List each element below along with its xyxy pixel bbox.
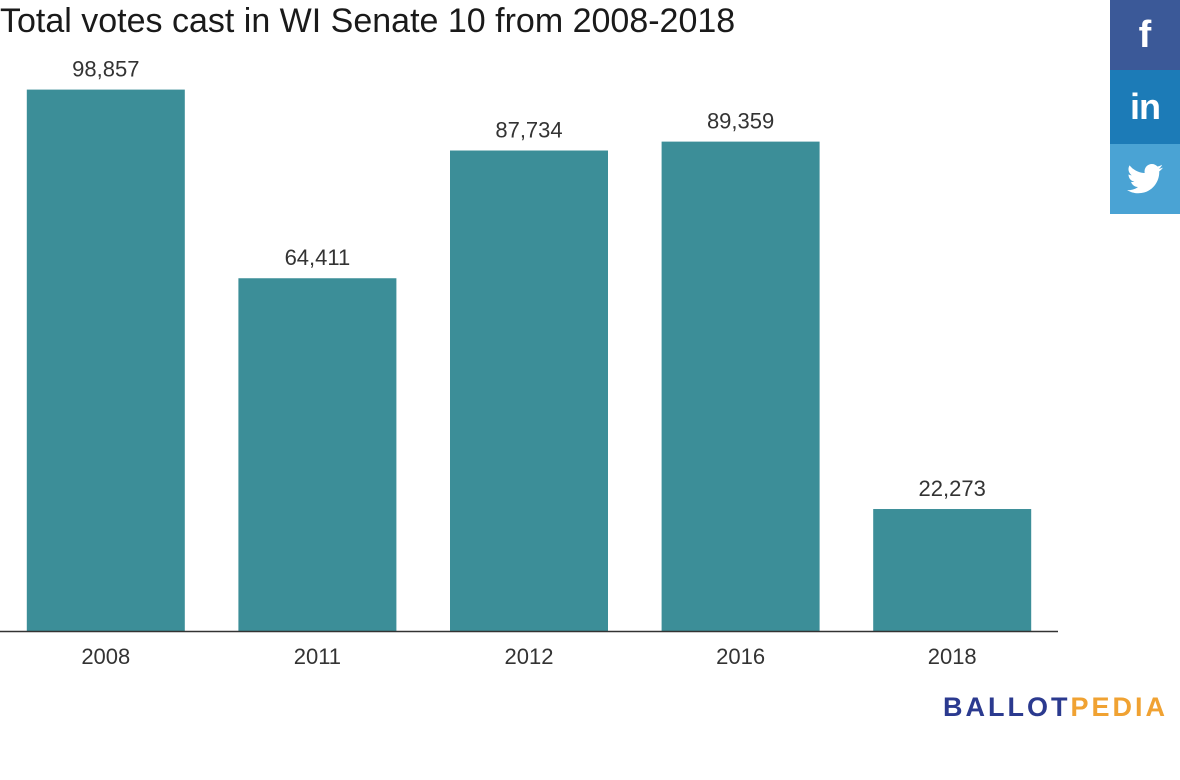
value-label-2011: 64,411	[285, 245, 351, 270]
x-tick-label-2016: 2016	[716, 644, 765, 669]
value-label-2008: 98,857	[72, 57, 139, 82]
bar-2012	[450, 150, 608, 631]
facebook-icon: f	[1138, 13, 1152, 56]
linkedin-icon: in	[1130, 86, 1161, 127]
x-tick-label-group: 2008 2011 2012 2016 2018	[81, 644, 976, 669]
bar-group	[26, 89, 1032, 631]
x-tick-label-2008: 2008	[81, 644, 130, 669]
value-label-group: 98,857 64,411 87,734 89,359 22,273	[72, 57, 986, 501]
brand-ballot-text: BALLOT	[943, 692, 1071, 722]
brand-pedia-text: PEDIA	[1070, 692, 1169, 722]
x-tick-label-2018: 2018	[928, 644, 977, 669]
value-label-2018: 22,273	[919, 476, 986, 501]
x-tick-label-2012: 2012	[505, 644, 554, 669]
bar-2011	[238, 278, 397, 631]
ballotpedia-logo: BALLOTPEDIA	[943, 692, 1168, 723]
value-label-2012: 87,734	[495, 118, 562, 143]
bar-2018	[873, 509, 1032, 631]
facebook-share-button[interactable]: f	[1110, 0, 1180, 70]
bar-2008	[26, 89, 185, 631]
twitter-share-button[interactable]	[1110, 144, 1180, 214]
chart-title: Total votes cast in WI Senate 10 from 20…	[0, 2, 736, 40]
twitter-icon	[1127, 164, 1163, 194]
bar-2016	[661, 141, 820, 631]
x-tick-label-2011: 2011	[294, 644, 341, 669]
linkedin-share-button[interactable]: in	[1110, 70, 1180, 144]
value-label-2016: 89,359	[707, 109, 774, 134]
